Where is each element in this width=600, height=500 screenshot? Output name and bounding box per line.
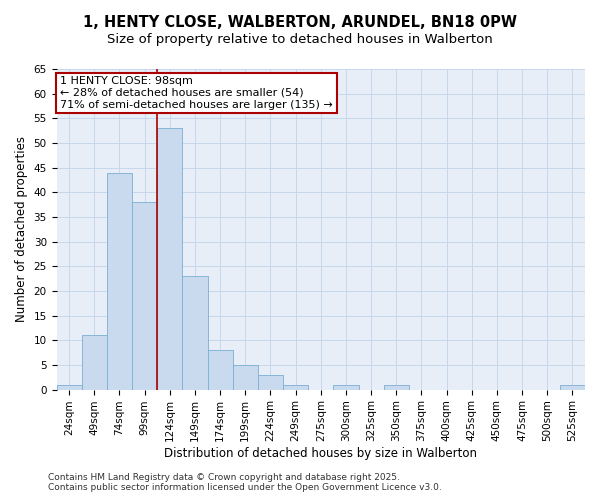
Bar bbox=[283, 384, 308, 390]
Text: 1, HENTY CLOSE, WALBERTON, ARUNDEL, BN18 0PW: 1, HENTY CLOSE, WALBERTON, ARUNDEL, BN18… bbox=[83, 15, 517, 30]
Bar bbox=[258, 375, 283, 390]
Bar bbox=[132, 202, 157, 390]
Bar bbox=[56, 384, 82, 390]
Text: Size of property relative to detached houses in Walberton: Size of property relative to detached ho… bbox=[107, 32, 493, 46]
Bar bbox=[233, 365, 258, 390]
Bar bbox=[107, 172, 132, 390]
Bar bbox=[208, 350, 233, 390]
Bar bbox=[560, 384, 585, 390]
Y-axis label: Number of detached properties: Number of detached properties bbox=[15, 136, 28, 322]
Bar bbox=[182, 276, 208, 390]
Bar bbox=[334, 384, 359, 390]
X-axis label: Distribution of detached houses by size in Walberton: Distribution of detached houses by size … bbox=[164, 447, 477, 460]
Bar bbox=[82, 336, 107, 390]
Text: 1 HENTY CLOSE: 98sqm
← 28% of detached houses are smaller (54)
71% of semi-detac: 1 HENTY CLOSE: 98sqm ← 28% of detached h… bbox=[61, 76, 333, 110]
Bar bbox=[383, 384, 409, 390]
Text: Contains HM Land Registry data © Crown copyright and database right 2025.
Contai: Contains HM Land Registry data © Crown c… bbox=[48, 473, 442, 492]
Bar bbox=[157, 128, 182, 390]
